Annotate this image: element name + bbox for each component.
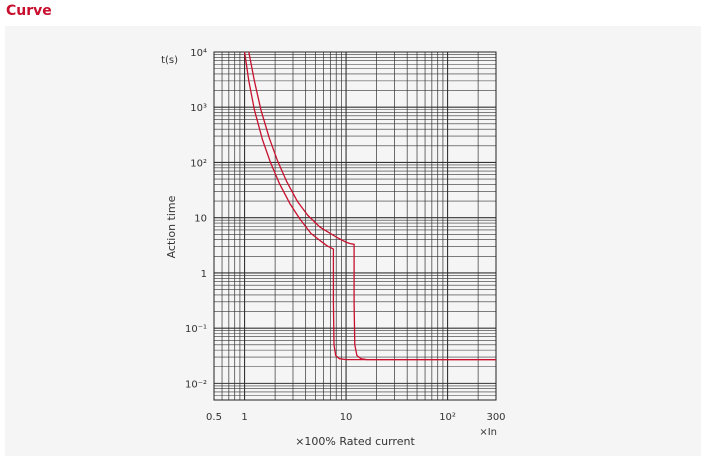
series-layer xyxy=(243,51,496,361)
y-tick-label: 1 xyxy=(201,269,207,280)
plot-frame xyxy=(213,51,497,401)
chart-panel xyxy=(5,26,701,456)
series-curve-1 xyxy=(243,51,496,361)
series-curve-2 xyxy=(248,51,496,361)
y-axis-title: Action time xyxy=(165,195,178,258)
x-tick-label: 10 xyxy=(340,412,353,423)
x-tick-label: 10² xyxy=(439,412,456,423)
x-tick-label: 0.5 xyxy=(206,412,222,423)
x-unit-label: ×In xyxy=(479,427,497,438)
x-tick-labels: 0.5 1 10 10² 300 xyxy=(206,412,506,423)
y-tick-label: 10⁻¹ xyxy=(185,324,207,335)
x-tick-label: 300 xyxy=(486,412,505,423)
y-tick-label: 10³ xyxy=(190,103,207,114)
section-title: Curve xyxy=(6,3,52,19)
y-tick-label: 10² xyxy=(190,158,207,169)
x-axis-title: ×100% Rated current xyxy=(295,435,415,448)
y-tick-label: 10⁻² xyxy=(185,379,207,390)
x-tick-label: 1 xyxy=(241,412,247,423)
y-unit-label: t(s) xyxy=(161,55,178,66)
y-tick-label: 10⁴ xyxy=(190,48,207,59)
y-tick-label: 10 xyxy=(194,214,207,225)
y-tick-labels: 10⁴ 10³ 10² 10 1 10⁻¹ 10⁻² xyxy=(185,48,207,390)
